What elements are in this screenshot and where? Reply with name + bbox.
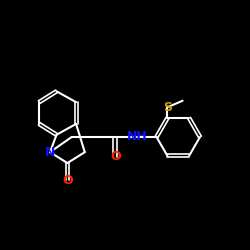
Text: O: O: [110, 150, 120, 163]
Text: S: S: [163, 101, 172, 114]
Text: N: N: [45, 146, 55, 159]
Text: NH: NH: [126, 130, 147, 143]
Text: O: O: [62, 174, 73, 187]
